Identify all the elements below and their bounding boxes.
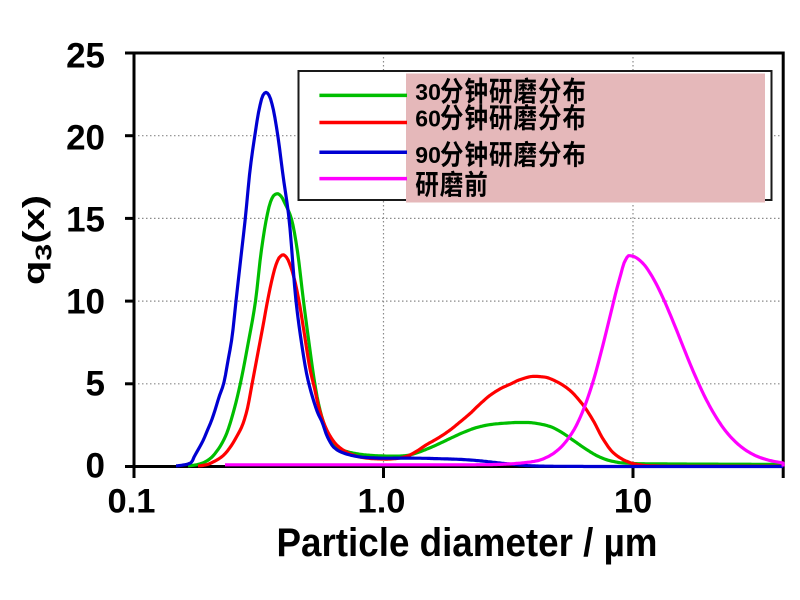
- svg-text:q3(x): q3(x): [16, 195, 57, 285]
- svg-text:90: 90: [415, 142, 441, 168]
- svg-text:1.0: 1.0: [358, 483, 406, 521]
- svg-text:0: 0: [86, 447, 105, 486]
- svg-text:25: 25: [66, 37, 105, 76]
- svg-text:5: 5: [86, 365, 105, 404]
- svg-text:0.1: 0.1: [108, 483, 156, 521]
- svg-text:30: 30: [415, 79, 441, 105]
- svg-text:15: 15: [66, 201, 105, 240]
- svg-text:10: 10: [614, 483, 652, 521]
- svg-text:10: 10: [66, 283, 105, 322]
- svg-text:60: 60: [415, 105, 441, 131]
- svg-text:20: 20: [66, 119, 105, 158]
- svg-text:Particle diameter / µm: Particle diameter / µm: [277, 521, 658, 565]
